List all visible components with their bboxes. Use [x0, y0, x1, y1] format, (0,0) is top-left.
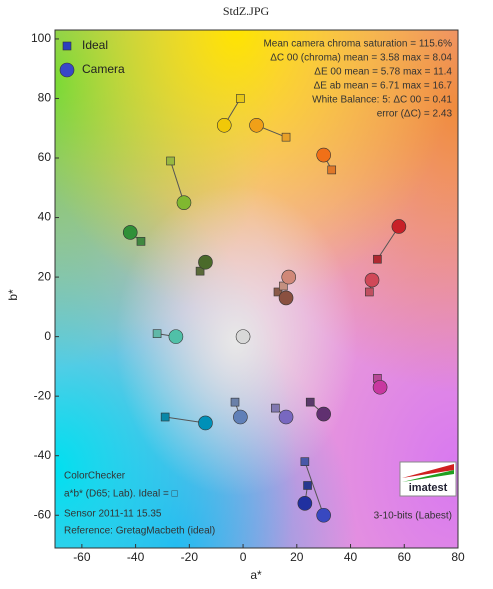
point-circle: [122, 225, 138, 240]
x-tick-label: 40: [344, 550, 358, 564]
y-tick-label: 60: [38, 150, 52, 164]
plot-frame: [54, 29, 459, 549]
point-square: [373, 254, 382, 264]
x-tick-label: -20: [181, 550, 199, 564]
plot-background: [55, 30, 458, 548]
y-axis-label: b*: [6, 289, 20, 301]
y-tick-label: 100: [31, 31, 51, 45]
point-circle: [233, 409, 248, 425]
note-line: ColorChecker: [64, 471, 126, 482]
point-circle: [372, 379, 388, 395]
point-circle: [364, 272, 380, 288]
point-circle: [297, 496, 313, 511]
point-circle: [198, 254, 213, 270]
logo-text: imatest: [409, 482, 448, 494]
note-line: Sensor 2011-11 15.35: [64, 509, 162, 520]
point-circle: [316, 147, 331, 163]
point-circle: [198, 415, 213, 431]
x-tick-label: 60: [398, 550, 412, 564]
note-line: Reference: GretagMacbeth (ideal): [64, 526, 215, 537]
point-square: [152, 329, 162, 338]
stat-line: Mean camera chroma saturation = 115.6%: [263, 39, 452, 50]
y-tick-label: 40: [38, 210, 52, 224]
point-circle: [281, 269, 297, 285]
point-square: [305, 397, 315, 407]
chart-title: StdZ.JPG: [223, 4, 270, 18]
point-square: [365, 287, 374, 297]
point-circle: [168, 329, 184, 344]
stat-line: ΔC 00 (chroma) mean = 3.58 max = 8.04: [270, 53, 452, 64]
stats: Mean camera chroma saturation = 115.6% Δ…: [263, 39, 452, 120]
point-square: [136, 237, 146, 246]
legend-marker: [62, 41, 72, 51]
point-square: [281, 132, 291, 142]
y-tick-label: -40: [34, 448, 52, 462]
stat-line: ΔE 00 mean = 5.78 max = 11.4: [314, 67, 452, 78]
point-square: [160, 412, 170, 422]
point-square: [236, 94, 245, 103]
x-tick-label: 0: [240, 550, 247, 564]
point-square: [327, 165, 337, 175]
point-square: [271, 403, 280, 413]
point-circle: [216, 117, 232, 133]
y-tick-label: 0: [44, 329, 51, 343]
point-circle: [316, 507, 331, 523]
point-square: [230, 397, 240, 407]
point-square: [300, 457, 310, 466]
y-tick-label: 80: [38, 91, 52, 105]
point-circle: [176, 195, 192, 210]
legend-label: Camera: [82, 62, 125, 76]
stat-line: White Balance: 5: ΔC 00 = 0.41: [312, 95, 452, 106]
y-tick-label: -60: [34, 507, 52, 521]
stat-line: ΔE ab mean = 6.71 max = 16.7: [314, 81, 453, 92]
x-tick-label: -60: [73, 550, 91, 564]
point-circle: [391, 219, 407, 234]
point-circle: [278, 290, 294, 306]
footer: 3-10-bits (Labest): [374, 511, 452, 522]
point-circle: [235, 329, 251, 344]
legend-marker: [59, 62, 75, 78]
x-tick-label: 20: [290, 550, 304, 564]
point-square: [303, 481, 312, 490]
point-circle: [316, 406, 331, 422]
x-tick-label: -40: [127, 550, 145, 564]
y-tick-label: 20: [38, 269, 52, 283]
notes: ColorChecker a*b* (D65; Lab). Ideal = □ …: [64, 471, 215, 537]
y-tick-label: -20: [34, 388, 52, 402]
note-line: a*b* (D65; Lab). Ideal = □: [64, 489, 178, 500]
legend-label: Ideal: [82, 38, 108, 52]
point-circle: [249, 117, 264, 133]
stat-line: error (ΔC) = 2.43: [377, 109, 453, 120]
x-axis-label: a*: [250, 568, 262, 582]
point-circle: [278, 409, 294, 425]
logo: imatest: [399, 461, 457, 497]
connector: [304, 461, 325, 516]
x-tick-label: 80: [451, 550, 465, 564]
point-square: [166, 156, 175, 166]
